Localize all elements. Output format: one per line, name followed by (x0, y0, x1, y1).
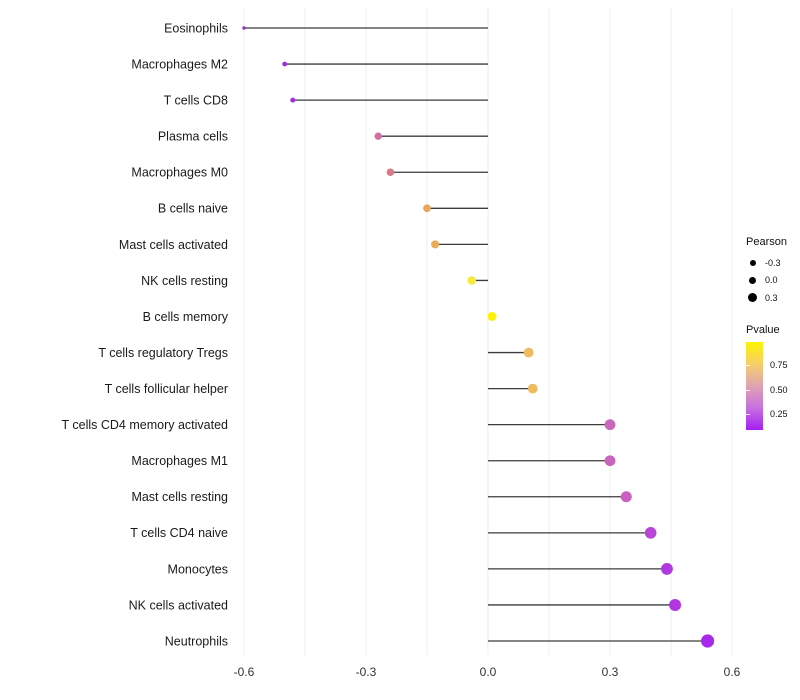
pvalue-colorbar-tick (746, 364, 750, 366)
lollipop-dot (661, 563, 673, 575)
category-label: T cells regulatory Tregs (98, 346, 228, 360)
pvalue-colorbar-tick (746, 389, 750, 391)
x-axis-tick-label: 0.6 (724, 665, 741, 679)
category-label: B cells naive (158, 202, 228, 216)
category-label: Mast cells resting (131, 490, 228, 504)
pvalue-colorbar-wrap: 0.75 0.50 0.25 (746, 342, 788, 430)
lollipop-dot (604, 455, 616, 467)
size-legend-dot-box (746, 276, 759, 284)
lollipop-dot (604, 419, 616, 431)
lollipop-dot (527, 383, 538, 394)
category-label: T cells CD4 memory activated (62, 418, 229, 432)
size-legend-dot-icon (748, 276, 757, 284)
category-label: NK cells resting (141, 274, 228, 288)
size-legend-dot-icon (748, 293, 757, 303)
pvalue-gradient-bar (746, 342, 763, 430)
pearson-size-legend: Pearson -0.3 0.0 0.3 (746, 236, 787, 307)
lollipop-dot (523, 347, 534, 358)
lollipop-dot (386, 168, 395, 177)
size-legend-entry: 0.0 (746, 272, 787, 290)
lollipop-dot (290, 97, 296, 103)
size-legend-label: -0.3 (765, 257, 781, 268)
category-label: Macrophages M2 (131, 57, 228, 71)
x-axis-tick-label: -0.3 (356, 665, 377, 679)
lollipop-dot (669, 598, 682, 611)
size-legend-entries: -0.3 0.0 0.3 (746, 254, 787, 307)
lollipop-dot (242, 26, 246, 30)
category-label: NK cells activated (129, 598, 228, 612)
x-axis-tick-label: -0.6 (234, 665, 255, 679)
category-label: Plasma cells (158, 130, 228, 144)
size-legend-title: Pearson (746, 236, 787, 248)
size-legend-label: 0.0 (765, 275, 778, 286)
category-label: B cells memory (143, 310, 229, 324)
size-legend-dot-icon (749, 259, 756, 266)
category-label: T cells CD4 naive (130, 526, 228, 540)
color-legend-title: Pvalue (746, 324, 780, 336)
category-label: Mast cells activated (119, 238, 228, 252)
size-legend-label: 0.3 (765, 292, 778, 303)
x-axis-tick-label: 0.0 (480, 665, 497, 679)
lollipop-dot (701, 634, 715, 648)
lollipop-dot (282, 61, 288, 67)
category-label: Eosinophils (164, 21, 228, 35)
category-label: T cells follicular helper (105, 382, 228, 396)
lollipop-dot (431, 240, 440, 249)
x-axis-tick-label: 0.3 (602, 665, 619, 679)
category-label: T cells CD8 (164, 94, 228, 108)
lollipop-dot (620, 491, 632, 503)
lollipop-dot (467, 276, 477, 285)
lollipop-dot (374, 132, 382, 140)
lollipop-dot (487, 311, 497, 321)
category-label: Macrophages M1 (131, 454, 228, 468)
category-label: Monocytes (168, 562, 228, 576)
pvalue-colorbar-tick-label: 0.25 (770, 409, 788, 420)
size-legend-entry: 0.3 (746, 289, 787, 307)
size-legend-dot-box (746, 293, 759, 303)
category-label: Macrophages M0 (131, 166, 228, 180)
pvalue-color-legend: Pvalue 0.75 0.50 0.25 (746, 324, 788, 430)
pvalue-colorbar-tick-label: 0.75 (770, 359, 788, 370)
pvalue-colorbar-tick-label: 0.50 (770, 384, 788, 395)
pvalue-colorbar-tick (746, 414, 750, 416)
size-legend-entry: -0.3 (746, 254, 787, 272)
size-legend-dot-box (746, 259, 759, 266)
lollipop-dot (423, 204, 431, 213)
lollipop-dot (644, 527, 657, 539)
category-label: Neutrophils (165, 634, 228, 648)
